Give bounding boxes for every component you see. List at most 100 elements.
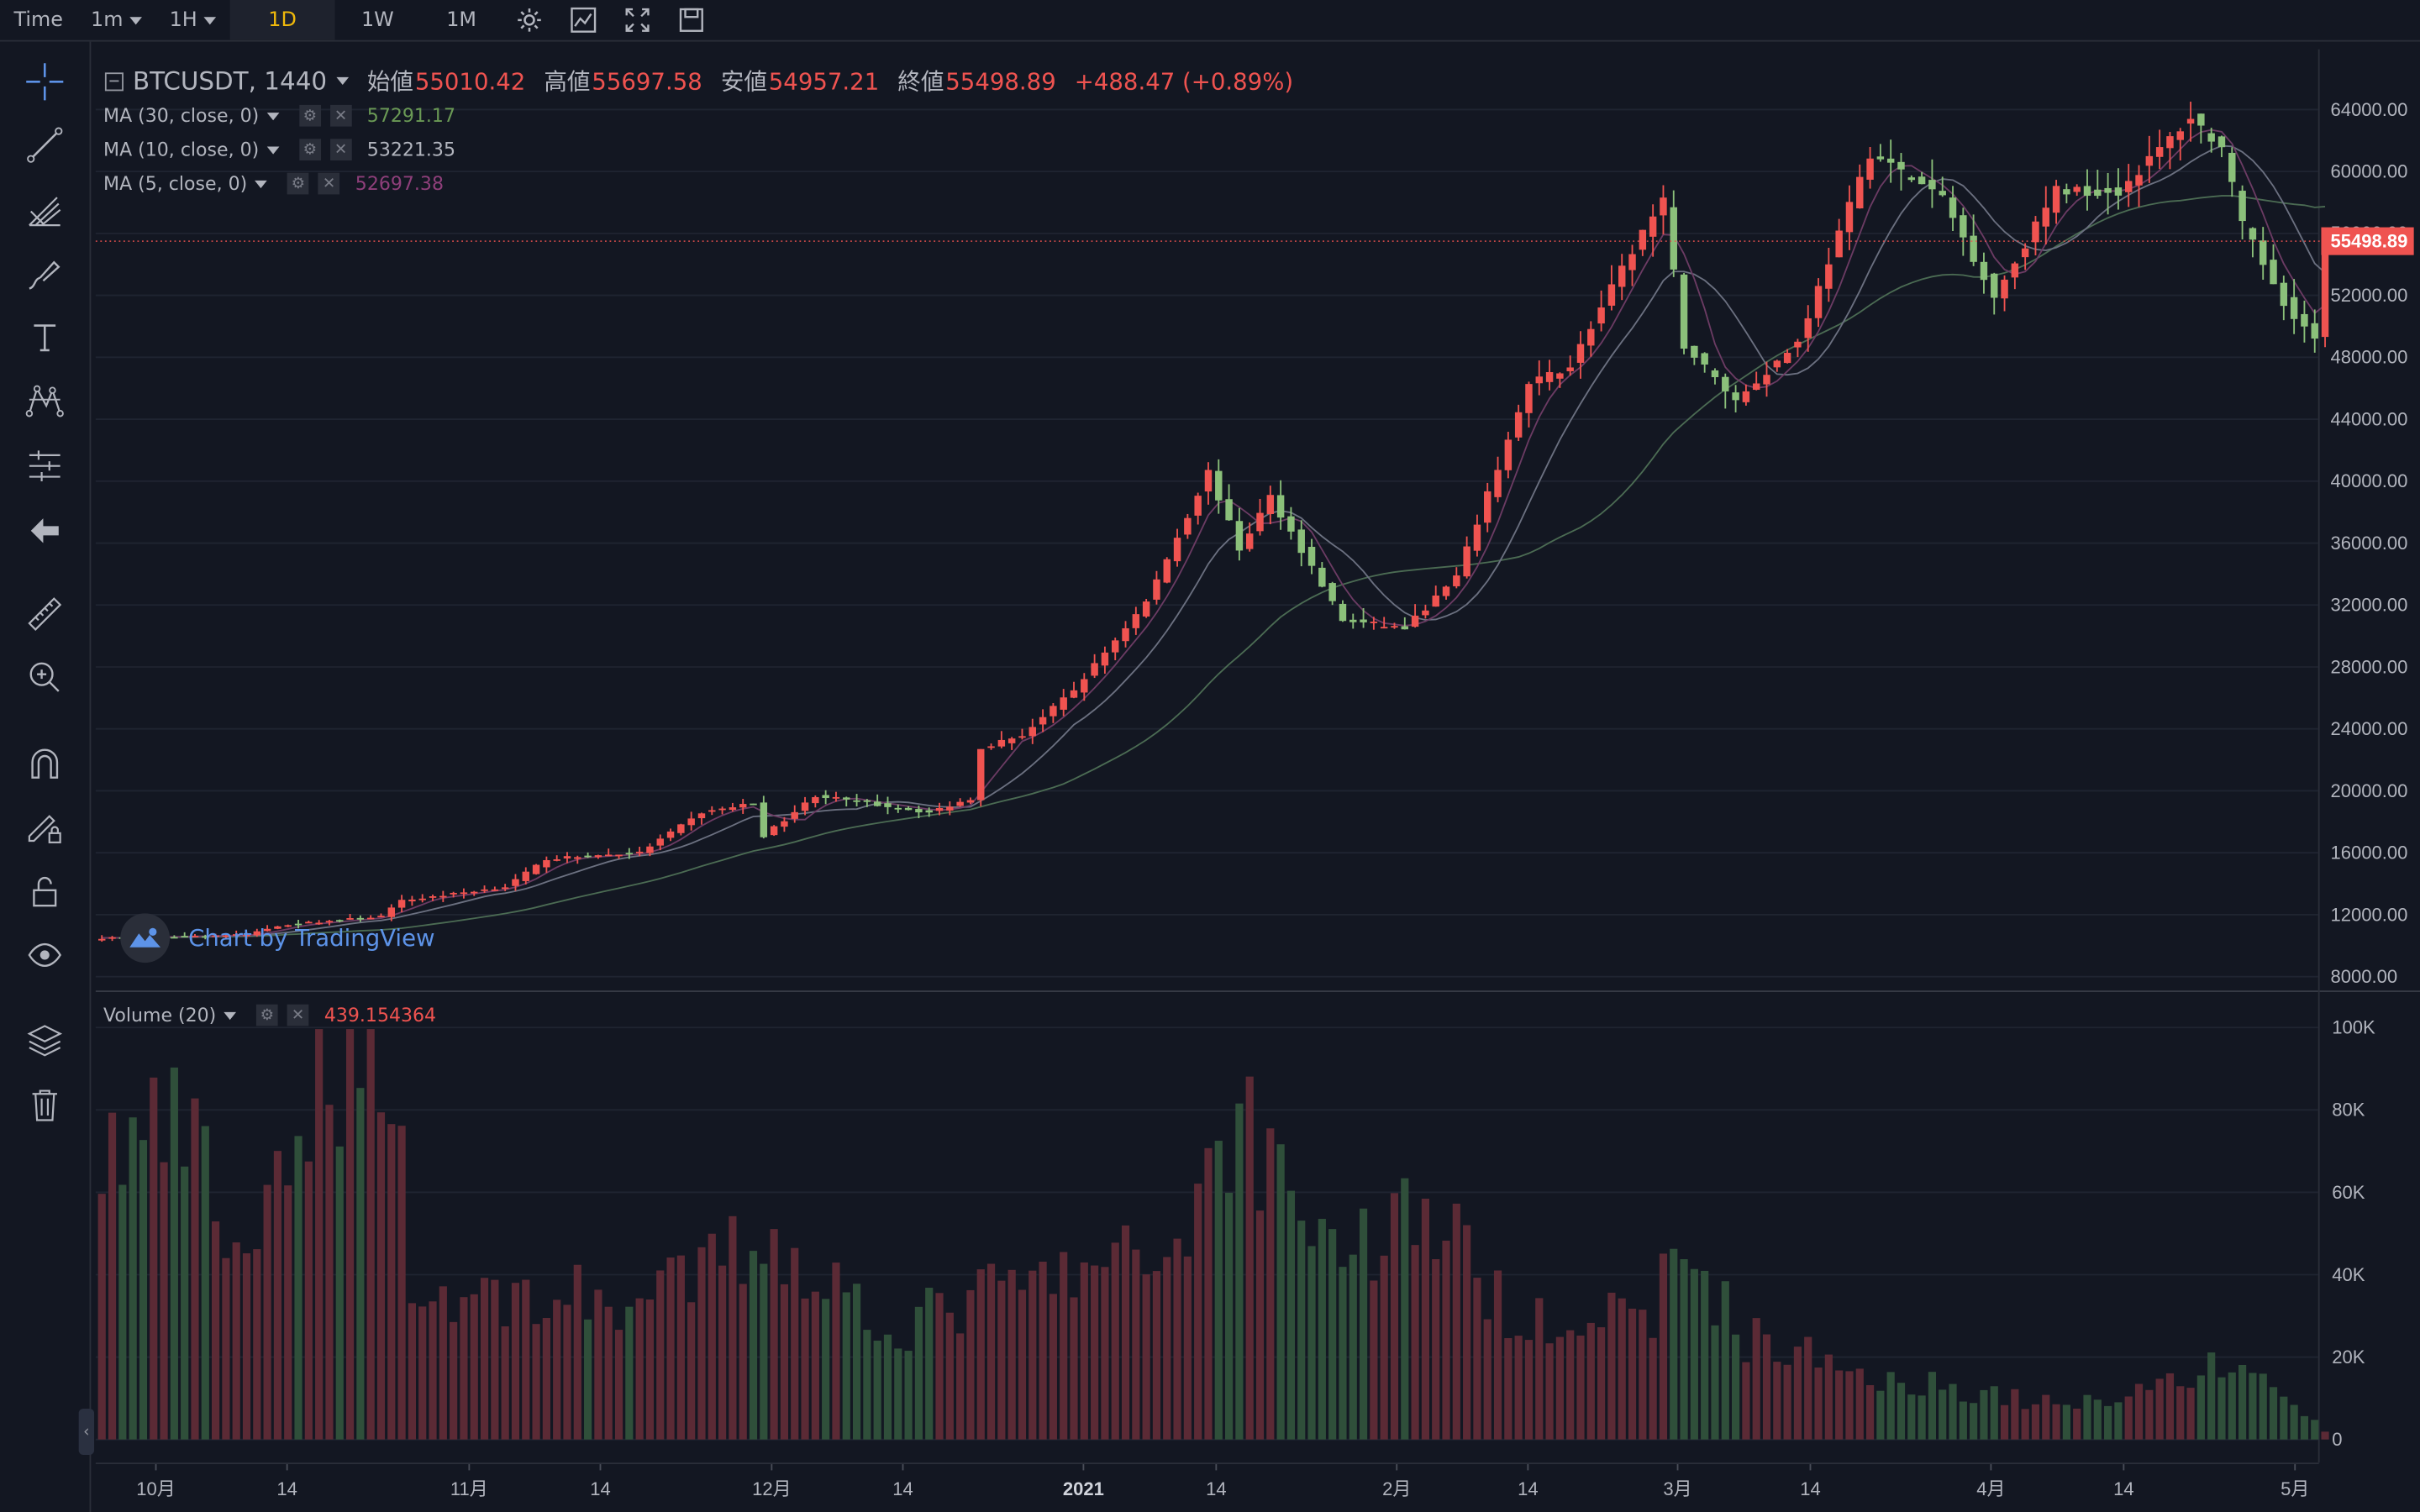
- candle-body: [832, 796, 840, 799]
- candle-body: [1380, 627, 1388, 629]
- close-icon[interactable]: ✕: [329, 104, 352, 127]
- candle-body: [2186, 118, 2195, 124]
- chevron-down-icon[interactable]: [266, 145, 280, 154]
- magnet-icon[interactable]: [22, 741, 68, 787]
- crosshair-icon[interactable]: [22, 59, 68, 105]
- chevron-down-icon[interactable]: [255, 179, 268, 188]
- gear-icon[interactable]: ⚙: [298, 139, 321, 161]
- interval-1mo-button[interactable]: 1M: [446, 8, 477, 32]
- volume-bar: [1318, 1219, 1326, 1440]
- candle-body: [594, 855, 602, 858]
- save-icon[interactable]: [665, 0, 718, 40]
- brush-icon[interactable]: [22, 251, 68, 297]
- fullscreen-icon[interactable]: [611, 0, 665, 40]
- prediction-icon[interactable]: [22, 443, 68, 489]
- candle-body: [2094, 189, 2102, 197]
- volume-bar: [625, 1306, 634, 1440]
- open-label: 始値: [366, 67, 413, 96]
- collapse-legend-icon[interactable]: [104, 71, 124, 91]
- candle-body: [2052, 186, 2060, 213]
- candle-body: [460, 892, 468, 895]
- candle-body: [1607, 284, 1616, 306]
- text-icon[interactable]: [22, 315, 68, 361]
- volume-bar: [2176, 1386, 2185, 1440]
- gear-icon[interactable]: ⚙: [256, 1004, 278, 1026]
- candle-body: [1504, 439, 1512, 470]
- volume-bar: [1504, 1338, 1512, 1440]
- eye-icon[interactable]: [22, 932, 68, 978]
- interval-1d-button[interactable]: 1D: [229, 0, 335, 40]
- candle-body: [2032, 221, 2039, 243]
- volume-bar: [718, 1265, 727, 1440]
- chevron-down-icon[interactable]: [224, 1011, 237, 1020]
- candle-body: [2176, 131, 2184, 140]
- volume-bar: [604, 1306, 613, 1440]
- indicators-icon[interactable]: [557, 0, 611, 40]
- back-arrow-icon[interactable]: [22, 507, 68, 554]
- candle-body: [1804, 318, 1812, 339]
- volume-bar: [263, 1184, 271, 1440]
- volume-bar: [2134, 1383, 2144, 1440]
- volume-bar: [1783, 1364, 1791, 1440]
- gear-icon[interactable]: ⚙: [298, 104, 321, 127]
- chevron-down-icon[interactable]: [266, 112, 280, 120]
- volume-bar: [2280, 1396, 2288, 1440]
- price-tick-label: 16000.00: [2330, 843, 2407, 864]
- pattern-icon[interactable]: [22, 378, 68, 424]
- candle-body: [697, 813, 706, 819]
- candle-body: [1732, 392, 1739, 401]
- volume-bar: [335, 1146, 344, 1440]
- volume-tick-label: 20K: [2332, 1347, 2365, 1368]
- interval-1m-dropdown[interactable]: 1m: [77, 0, 156, 40]
- time-button[interactable]: Time: [13, 8, 63, 32]
- time-tick-label: 2021: [1063, 1478, 1104, 1499]
- layers-icon[interactable]: [22, 1016, 68, 1063]
- volume-bar: [1255, 1210, 1265, 1440]
- volume-bar: [2269, 1387, 2278, 1440]
- candle-body: [666, 831, 675, 838]
- ruler-icon[interactable]: [22, 591, 68, 637]
- volume-bar: [253, 1249, 261, 1440]
- collapse-toolbar-button[interactable]: ‹: [78, 1408, 95, 1456]
- candle-body: [1928, 180, 1936, 190]
- volume-bar: [1401, 1178, 1409, 1440]
- trash-icon[interactable]: [22, 1082, 68, 1128]
- close-icon[interactable]: ✕: [318, 172, 340, 195]
- volume-bar: [1101, 1267, 1109, 1440]
- chevron-down-icon: [203, 16, 216, 24]
- candle-body: [181, 936, 188, 938]
- symbol-label[interactable]: BTCUSDT, 1440: [132, 66, 328, 96]
- close-icon[interactable]: ✕: [287, 1004, 309, 1026]
- tradingview-watermark[interactable]: Chart by TradingView: [120, 913, 435, 963]
- volume-bar: [791, 1247, 799, 1440]
- candle-body: [1618, 265, 1626, 287]
- trend-line-icon[interactable]: [22, 122, 68, 168]
- high-label: 高値: [544, 67, 591, 96]
- candle-body: [253, 931, 261, 936]
- volume-bar: [1701, 1270, 1709, 1440]
- candle-body: [1660, 197, 1667, 216]
- candle-body: [284, 925, 292, 927]
- unlock-icon[interactable]: [22, 869, 68, 915]
- price-tick-label: 24000.00: [2330, 718, 2407, 739]
- chevron-down-icon[interactable]: [336, 76, 349, 86]
- indicator-ma5: MA (5, close, 0) ⚙ ✕ 52697.38: [103, 172, 444, 195]
- lock-drawing-icon[interactable]: [22, 804, 68, 850]
- gear-icon[interactable]: ⚙: [287, 172, 309, 195]
- settings-icon[interactable]: [502, 0, 556, 40]
- interval-1h-dropdown[interactable]: 1H: [155, 0, 229, 40]
- candle-body: [1576, 344, 1585, 363]
- volume-bar: [201, 1126, 209, 1440]
- indicator-value: 57291.17: [366, 104, 455, 127]
- candle-body: [1050, 706, 1057, 717]
- candle-body: [491, 889, 499, 891]
- pitchfork-icon[interactable]: [22, 186, 68, 233]
- interval-1w-button[interactable]: 1W: [360, 8, 394, 32]
- close-icon[interactable]: ✕: [329, 139, 352, 161]
- zoom-in-icon[interactable]: [22, 654, 68, 701]
- price-tick-label: 40000.00: [2330, 470, 2407, 491]
- volume-bar: [1493, 1270, 1502, 1440]
- volume-bar: [1545, 1343, 1554, 1440]
- volume-bar: [801, 1298, 809, 1440]
